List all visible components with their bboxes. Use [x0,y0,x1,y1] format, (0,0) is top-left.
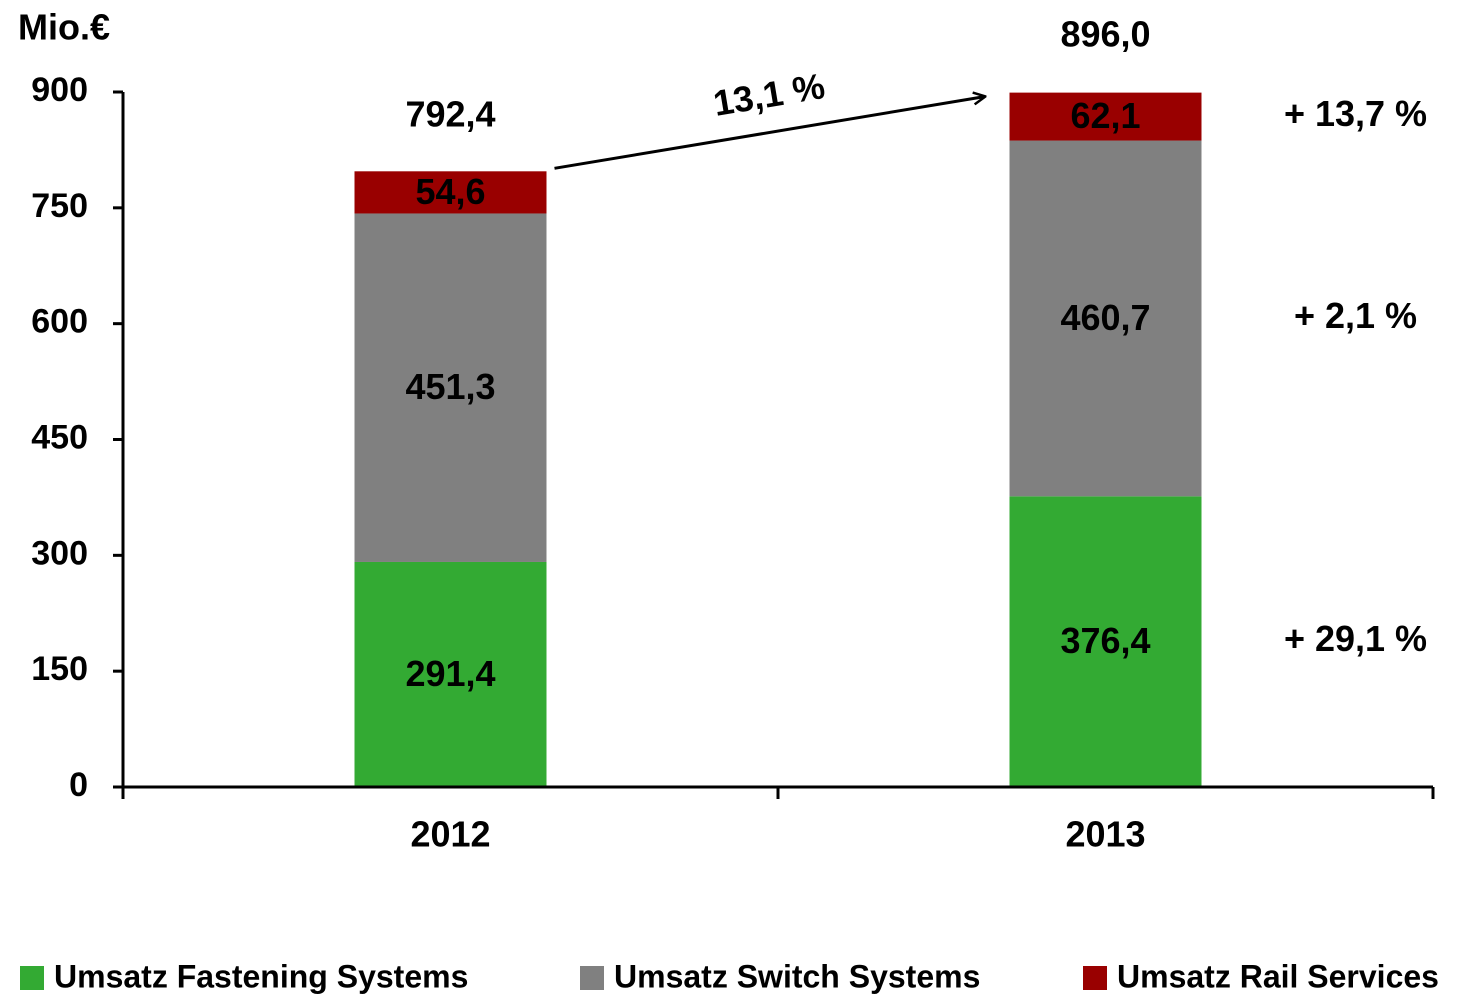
value-label: 451,3 [405,366,495,407]
growth-annotation: 13,1 % [710,65,827,124]
legend-swatch [580,966,604,990]
legend-label: Umsatz Fastening Systems [54,958,468,994]
y-tick-label: 900 [31,71,88,109]
y-tick-label: 0 [69,766,88,804]
x-tick-label: 2013 [1065,814,1145,855]
bar-segment [354,171,547,214]
bar-segment [354,561,547,787]
bar-segment [354,213,547,562]
legend-label: Umsatz Rail Services [1117,958,1439,994]
y-tick-label: 750 [31,187,88,225]
legend-swatch [20,966,44,990]
value-label: 376,4 [1060,620,1150,661]
bar-segment [1009,92,1202,141]
value-label: 62,1 [1070,95,1140,136]
change-label: + 29,1 % [1284,618,1427,659]
bar-segment [1009,140,1202,497]
y-tick-label: 300 [31,534,88,572]
legend-swatch [1083,966,1107,990]
change-label: + 13,7 % [1284,93,1427,134]
bar-segment [1009,496,1202,787]
value-label: 291,4 [405,653,495,694]
y-axis-label: Mio.€ [18,7,110,48]
change-label: + 2,1 % [1294,295,1417,336]
y-tick-label: 450 [31,418,88,456]
legend-label: Umsatz Switch Systems [614,958,980,994]
total-label: 792,4 [405,94,495,135]
value-label: 54,6 [415,171,485,212]
total-label: 896,0 [1060,14,1150,55]
x-tick-label: 2012 [410,814,490,855]
y-tick-label: 150 [31,650,88,688]
value-label: 460,7 [1060,297,1150,338]
y-tick-label: 600 [31,303,88,341]
growth-arrow [554,97,985,170]
